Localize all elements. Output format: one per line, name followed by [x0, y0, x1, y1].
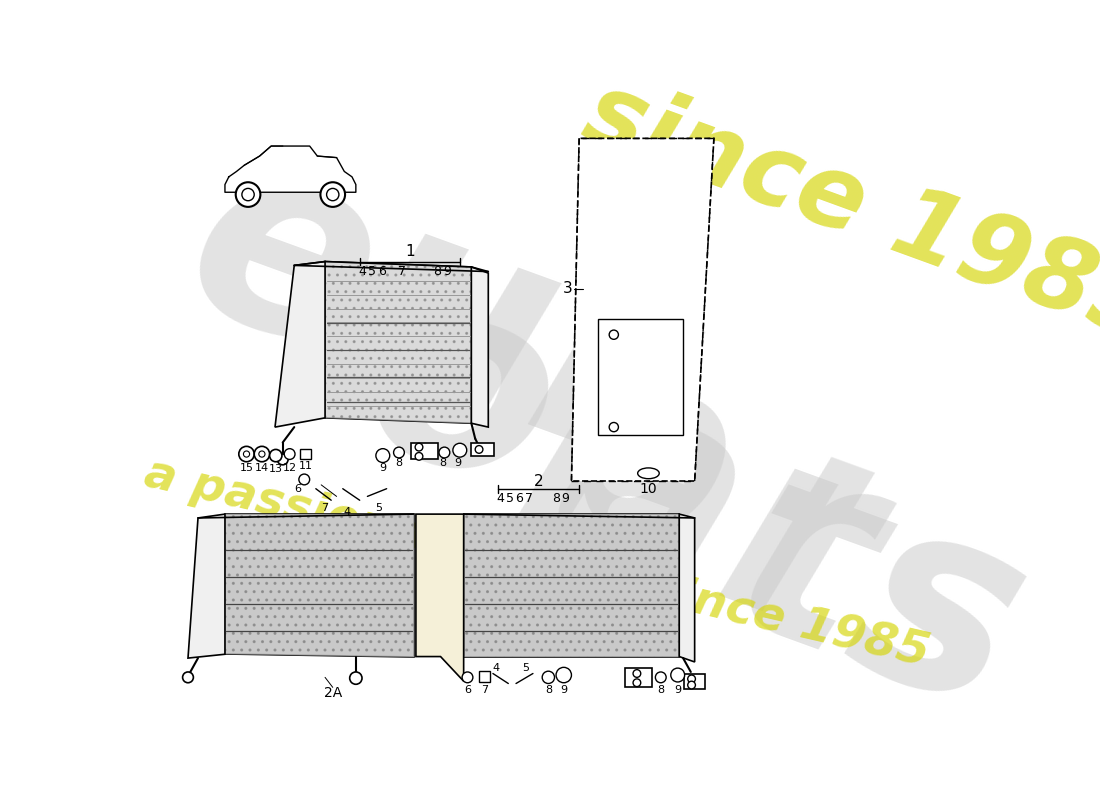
Text: 7: 7 — [321, 503, 329, 513]
Circle shape — [688, 682, 695, 689]
Circle shape — [270, 450, 282, 462]
Circle shape — [556, 667, 572, 682]
Circle shape — [609, 422, 618, 432]
Text: since 1985: since 1985 — [572, 65, 1100, 363]
Circle shape — [327, 188, 339, 201]
Circle shape — [239, 446, 254, 462]
Text: ar: ar — [526, 344, 902, 690]
Bar — [472, 442, 495, 456]
Text: 12: 12 — [283, 463, 297, 473]
Circle shape — [634, 679, 641, 686]
Circle shape — [183, 672, 194, 682]
Text: 9: 9 — [379, 463, 386, 473]
Circle shape — [609, 330, 618, 339]
Text: ts: ts — [703, 430, 1056, 767]
Text: 8: 8 — [657, 685, 664, 694]
Polygon shape — [275, 262, 326, 427]
Text: 1: 1 — [405, 244, 415, 259]
Text: 2A: 2A — [323, 686, 342, 700]
Text: 10: 10 — [639, 482, 658, 496]
Text: 11: 11 — [299, 461, 312, 470]
Text: 9: 9 — [560, 685, 568, 694]
Text: 7: 7 — [525, 492, 533, 506]
Text: 9: 9 — [561, 492, 569, 506]
Polygon shape — [326, 262, 472, 423]
Circle shape — [394, 447, 405, 458]
Text: a passion for parts since 1985: a passion for parts since 1985 — [141, 451, 934, 676]
Text: 4: 4 — [497, 492, 505, 506]
Circle shape — [284, 449, 295, 459]
Circle shape — [634, 670, 641, 678]
Circle shape — [542, 671, 554, 683]
Text: 7: 7 — [481, 685, 488, 694]
Bar — [411, 442, 438, 459]
Text: 9: 9 — [443, 265, 451, 278]
Text: 14: 14 — [255, 463, 270, 473]
Text: 8: 8 — [552, 492, 560, 506]
Circle shape — [277, 454, 288, 465]
Polygon shape — [188, 514, 224, 658]
Text: 8: 8 — [432, 265, 441, 278]
Text: 6: 6 — [515, 492, 522, 506]
Polygon shape — [464, 514, 680, 657]
Circle shape — [235, 182, 261, 207]
Circle shape — [242, 188, 254, 201]
Circle shape — [415, 453, 422, 460]
Bar — [598, 319, 683, 435]
Circle shape — [453, 443, 466, 457]
Circle shape — [688, 675, 695, 682]
Circle shape — [258, 451, 265, 457]
Circle shape — [475, 446, 483, 454]
Polygon shape — [416, 514, 464, 682]
Text: 9: 9 — [674, 685, 681, 694]
Polygon shape — [224, 146, 356, 192]
Text: 4: 4 — [359, 265, 366, 278]
Bar — [300, 449, 311, 459]
Text: 15: 15 — [240, 463, 253, 473]
Circle shape — [350, 672, 362, 684]
Text: 4: 4 — [343, 507, 350, 517]
Circle shape — [671, 668, 684, 682]
Text: 13: 13 — [268, 465, 283, 474]
Circle shape — [656, 672, 667, 682]
Polygon shape — [472, 267, 488, 427]
Text: eur: eur — [156, 110, 711, 521]
Circle shape — [299, 474, 310, 485]
Polygon shape — [326, 262, 472, 423]
Polygon shape — [572, 138, 714, 481]
Polygon shape — [680, 514, 695, 662]
Bar — [480, 671, 490, 682]
Text: 2: 2 — [534, 474, 543, 489]
Text: 6: 6 — [378, 265, 386, 278]
Text: 8: 8 — [439, 458, 447, 468]
Text: 5: 5 — [521, 663, 529, 673]
Circle shape — [243, 451, 250, 457]
Circle shape — [376, 449, 389, 462]
Text: 5: 5 — [375, 503, 383, 513]
Polygon shape — [224, 514, 414, 657]
Circle shape — [415, 443, 422, 451]
Circle shape — [320, 182, 345, 207]
Text: 5: 5 — [368, 265, 376, 278]
Bar — [625, 668, 652, 686]
Text: 8: 8 — [395, 458, 403, 468]
Text: 6: 6 — [464, 685, 471, 694]
Text: 6: 6 — [295, 484, 301, 494]
Text: 4: 4 — [493, 663, 499, 673]
Text: 8: 8 — [544, 685, 552, 694]
Text: 7: 7 — [398, 265, 406, 278]
Text: 9: 9 — [454, 458, 462, 467]
Circle shape — [254, 446, 270, 462]
Circle shape — [439, 447, 450, 458]
Polygon shape — [464, 514, 680, 657]
Text: 3: 3 — [563, 281, 572, 296]
Circle shape — [462, 672, 473, 682]
Bar — [684, 674, 705, 689]
Polygon shape — [224, 514, 414, 657]
Text: op: op — [332, 246, 768, 613]
Ellipse shape — [638, 468, 659, 478]
Text: 5: 5 — [506, 492, 514, 506]
